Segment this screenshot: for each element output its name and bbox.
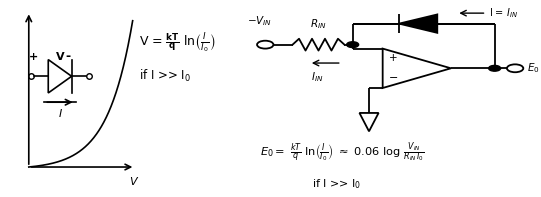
Text: $E_0$: $E_0$ [527, 61, 540, 75]
Polygon shape [399, 14, 437, 33]
Text: I: I [58, 109, 62, 119]
Text: if I >> I$_0$: if I >> I$_0$ [312, 177, 361, 191]
Text: V: V [56, 52, 64, 62]
Text: V = $\frac{\mathbf{kT}}{\mathbf{q}}$ ln$\left(\frac{I}{I_0}\right)$: V = $\frac{\mathbf{kT}}{\mathbf{q}}$ ln$… [140, 32, 216, 54]
Text: +: + [390, 53, 398, 63]
Text: $-V_{IN}$: $-V_{IN}$ [247, 14, 272, 28]
Text: $E_0 =\ \frac{kT}{q}$ ln$\left(\frac{I}{I_0}\right)$ $\approx$ 0.06 log $\frac{V: $E_0 =\ \frac{kT}{q}$ ln$\left(\frac{I}{… [260, 141, 425, 165]
Text: I = $I_{IN}$: I = $I_{IN}$ [489, 6, 518, 20]
Text: if I >> I$_0$: if I >> I$_0$ [140, 68, 192, 84]
Circle shape [347, 42, 359, 47]
Text: V: V [129, 177, 136, 187]
Text: +: + [29, 52, 38, 62]
Circle shape [489, 65, 500, 71]
Text: $R_{IN}$: $R_{IN}$ [310, 17, 327, 31]
Text: $I_{IN}$: $I_{IN}$ [311, 71, 324, 84]
Text: -: - [65, 50, 70, 63]
Text: −: − [389, 73, 398, 83]
